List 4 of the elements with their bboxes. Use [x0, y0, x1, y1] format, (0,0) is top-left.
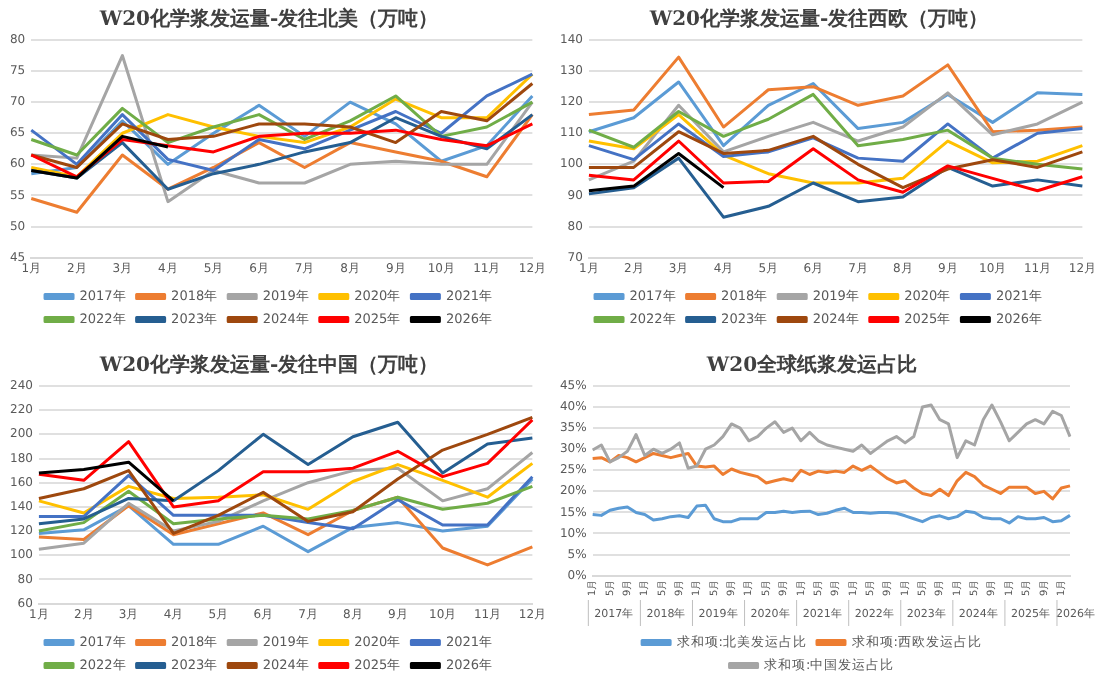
- chart-title: W20全球纸浆发运占比: [704, 353, 918, 378]
- chart-title: W20化学浆发运量-发往北美（万吨）: [97, 7, 439, 32]
- chart-title: W20化学浆发运量-发往中国（万吨）: [97, 353, 439, 378]
- chart-title: W20化学浆发运量-发往西欧（万吨）: [647, 7, 989, 32]
